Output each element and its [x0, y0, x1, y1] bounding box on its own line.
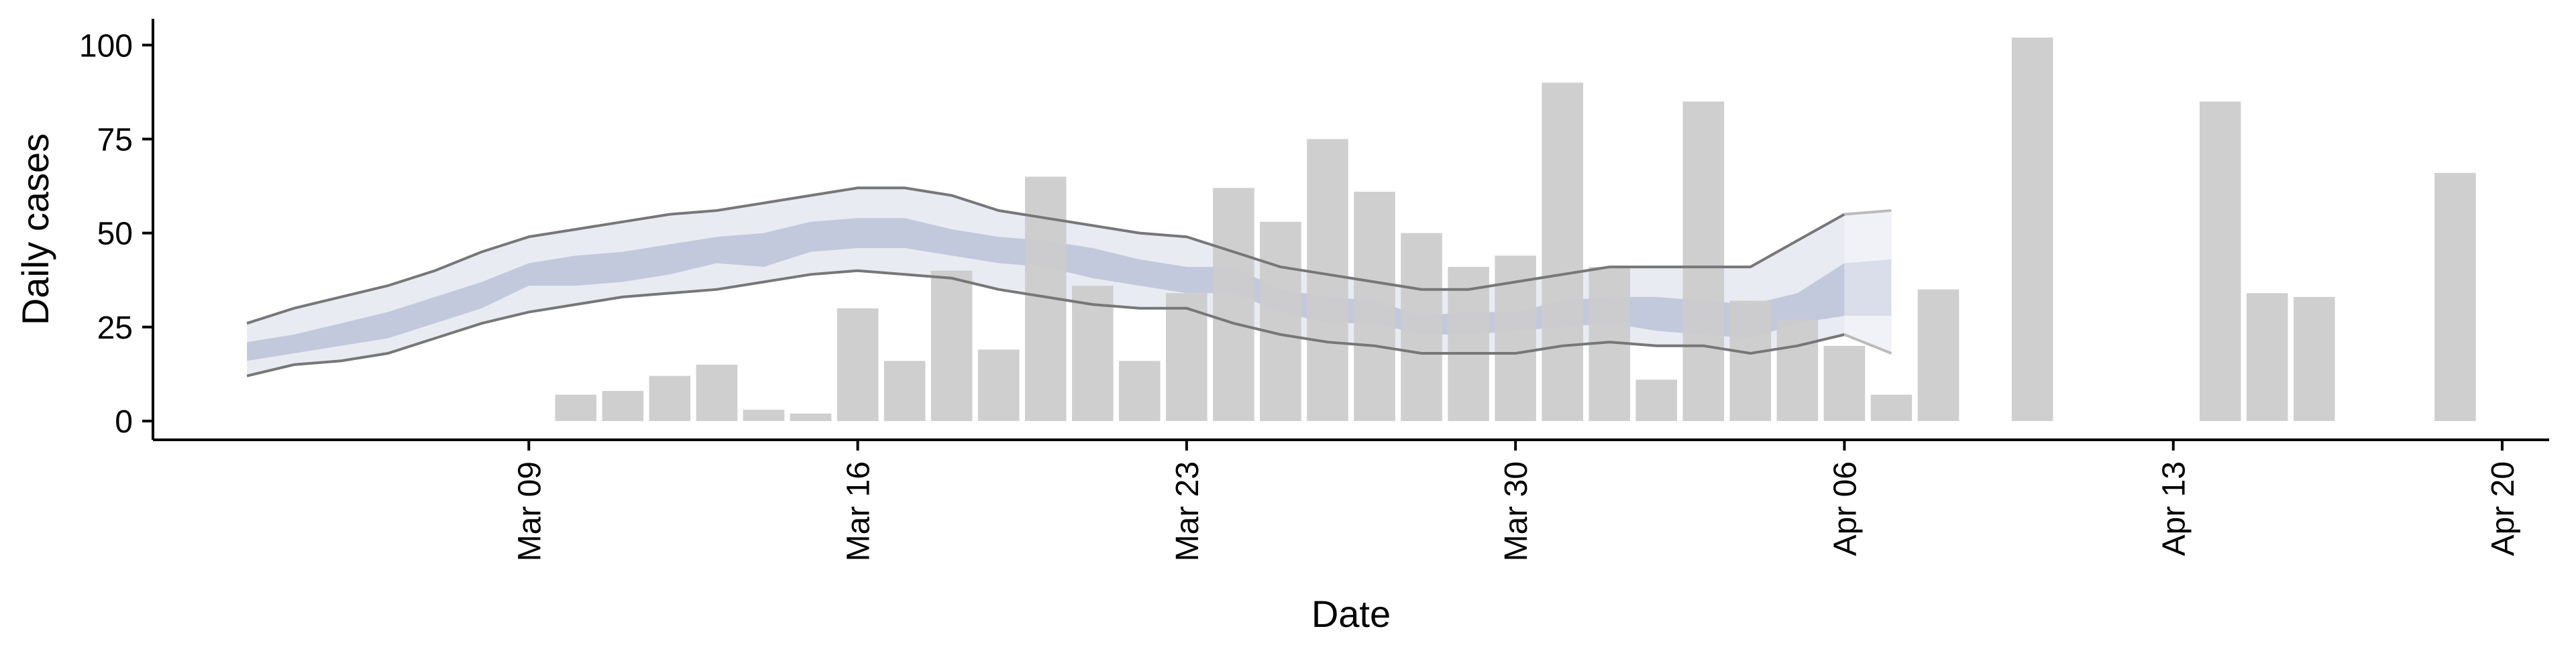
x-tick-label: Mar 16 — [841, 461, 877, 561]
y-axis-ticks: 0 25 50 75 100 — [79, 28, 153, 440]
band-50-observed — [247, 218, 1845, 361]
x-tick-label: Apr 06 — [1827, 461, 1863, 556]
axes: Mar 09 Mar 16 Mar 23 Mar 30 Apr 06 Apr 13 Apr … — [14, 19, 2549, 635]
bar-2020-03-11 — [602, 391, 644, 421]
interval-bound-lines — [246, 186, 1892, 377]
x-tick-label: Apr 20 — [2485, 461, 2521, 556]
bar-2020-03-12 — [649, 375, 691, 421]
bar-2020-03-24 — [1213, 188, 1254, 421]
bar-2020-03-25 — [1260, 221, 1301, 421]
bar-2020-03-22 — [1119, 361, 1161, 421]
bar-2020-04-16 — [2294, 296, 2335, 421]
x-tick-label: Mar 09 — [512, 461, 547, 561]
bar-2020-04-05 — [1776, 319, 1819, 421]
bar-2020-03-28 — [1401, 233, 1442, 421]
line-lo95-observed — [246, 269, 1845, 377]
bar-2020-04-10 — [2011, 38, 2053, 421]
bar-2020-04-15 — [2246, 293, 2288, 421]
x-tick-label: Mar 30 — [1499, 461, 1534, 561]
band-50-projection — [1844, 259, 1892, 316]
y-axis-title: Daily cases — [14, 133, 56, 325]
bar-2020-04-08 — [1917, 289, 1960, 421]
bar-2020-03-23 — [1166, 293, 1208, 421]
bar-2020-04-19 — [2434, 172, 2476, 421]
y-tick-label: 0 — [115, 404, 133, 440]
bar-2020-03-10 — [555, 394, 597, 421]
line-hi95-observed — [246, 186, 1845, 325]
line-hi95-projection — [1844, 209, 1892, 216]
x-axis-ticks: Mar 09 Mar 16 Mar 23 Mar 30 Apr 06 Apr 13 Apr … — [512, 440, 2521, 561]
bar-2020-03-15 — [790, 413, 832, 421]
bar-2020-03-17 — [883, 361, 926, 421]
y-tick-label: 75 — [97, 122, 133, 158]
bar-2020-04-02 — [1635, 379, 1677, 421]
bar-2020-03-13 — [696, 364, 738, 421]
bar-2020-04-03 — [1682, 101, 1725, 421]
bar-2020-03-16 — [837, 308, 879, 421]
x-tick-label: Mar 23 — [1170, 461, 1205, 561]
bar-2020-03-19 — [977, 349, 1020, 421]
y-tick-label: 50 — [97, 217, 133, 252]
credible-interval-band — [247, 188, 1892, 376]
bar-2020-03-14 — [743, 410, 785, 421]
bar-2020-03-27 — [1354, 191, 1395, 421]
x-tick-label: Apr 13 — [2157, 461, 2192, 556]
y-tick-label: 25 — [97, 310, 133, 346]
bar-2020-04-07 — [1870, 394, 1913, 421]
bar-2020-03-26 — [1307, 139, 1348, 421]
x-axis-title: Date — [1311, 593, 1391, 635]
bar-2020-03-18 — [930, 270, 973, 421]
y-tick-label: 100 — [79, 28, 133, 64]
bar-2020-03-31 — [1542, 82, 1583, 421]
bar-2020-04-14 — [2199, 101, 2241, 421]
line-lo95-projection — [1843, 333, 1892, 355]
bar-2020-03-29 — [1448, 267, 1489, 421]
daily-case-bars — [555, 38, 2476, 421]
bar-2020-03-21 — [1072, 286, 1114, 421]
bar-2020-04-06 — [1823, 345, 1866, 421]
bar-2020-04-04 — [1729, 300, 1772, 421]
